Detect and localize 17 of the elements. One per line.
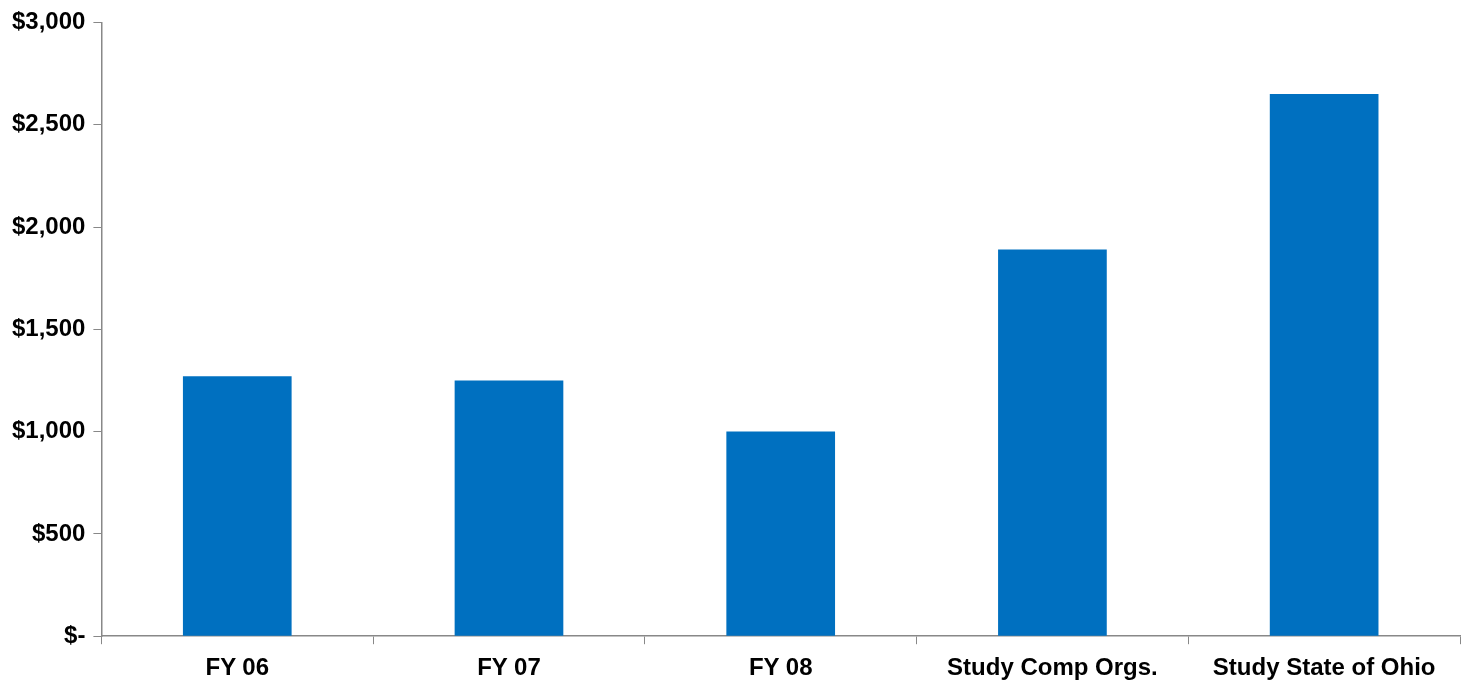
x-tick-label: Study State of Ohio [1212,653,1436,681]
bar [182,376,292,636]
x-tick-label: Study Comp Orgs. [947,653,1158,681]
x-tick-label: FY 08 [748,653,813,681]
bar [726,431,836,636]
y-tick-label: $2,000 [12,211,86,239]
bar [454,380,564,636]
bar [998,249,1107,636]
bar [1269,94,1379,636]
x-tick-label: FY 07 [477,653,541,681]
y-tick-label: $1,500 [12,313,86,341]
y-tick-label: $- [64,620,86,648]
y-tick-label: $1,000 [12,416,86,444]
x-tick-label: FY 06 [205,653,270,681]
y-tick-label: $3,000 [12,7,86,35]
y-tick-label: $2,500 [12,109,86,137]
y-tick-label: $500 [32,518,86,546]
